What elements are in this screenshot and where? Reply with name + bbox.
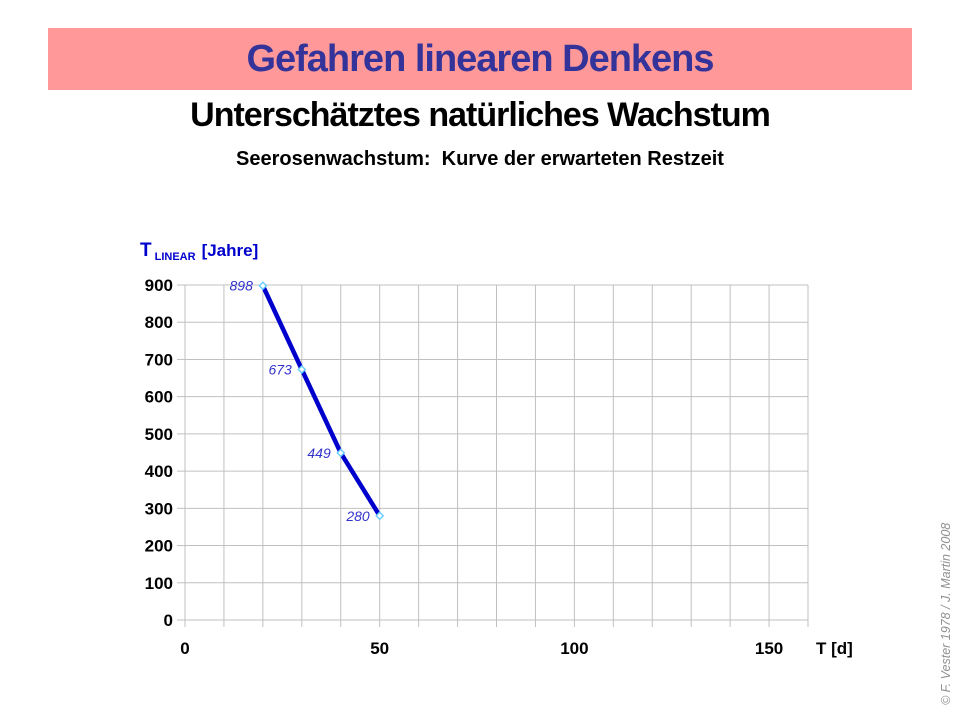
series-line [260, 284, 382, 517]
x-axis-title: T [d] [816, 639, 853, 658]
y-tick-label: 0 [164, 611, 173, 630]
x-tick-label: 50 [370, 639, 389, 658]
y-tick-label: 500 [145, 425, 173, 444]
y-tick-label: 100 [145, 574, 173, 593]
y-tick-label: 700 [145, 350, 173, 369]
y-tick-label: 400 [145, 462, 173, 481]
data-point-marker [336, 448, 346, 458]
data-point-label: 673 [268, 361, 292, 377]
data-point-label: 280 [345, 508, 370, 524]
y-axis-subscript: LINEAR [154, 251, 196, 263]
data-point-marker [258, 281, 268, 291]
y-tick-label: 800 [145, 313, 173, 332]
x-tick-label: 100 [560, 639, 588, 658]
data-point-label: 449 [307, 445, 331, 461]
data-point-label: 898 [230, 278, 254, 294]
title-banner: Gefahren linearen Denkens [48, 28, 912, 90]
slide-title: Gefahren linearen Denkens [246, 38, 714, 80]
slide-heading: Unterschätztes natürliches Wachstum [190, 96, 771, 134]
y-axis-title: T LINEAR [Jahre] [140, 240, 259, 263]
data-point-marker [375, 511, 385, 521]
y-tick-label: 600 [145, 388, 173, 407]
y-axis-symbol: T [140, 240, 152, 261]
copyright-credit: © F. Vester 1978 / J. Martin 2008 [939, 522, 953, 705]
y-tick-label: 900 [145, 276, 173, 295]
y-axis-units: [Jahre] [201, 241, 259, 260]
chart-subtitle: Seerosenwachstum: Kurve der erwarteten R… [236, 148, 724, 170]
x-tick-label: 0 [180, 639, 189, 658]
y-tick-label: 200 [145, 537, 173, 556]
x-tick-label: 150 [755, 639, 783, 658]
data-point-marker [297, 365, 307, 374]
y-tick-label: 300 [145, 499, 173, 518]
